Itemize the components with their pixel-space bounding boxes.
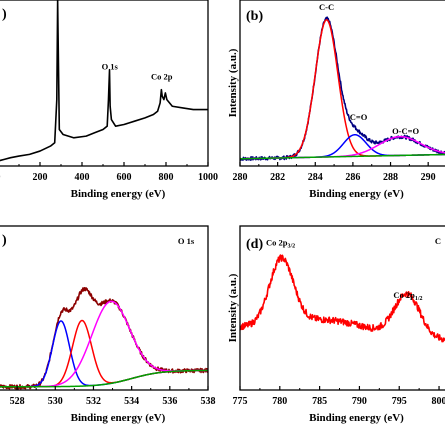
panel-a-frame xyxy=(0,0,209,167)
panel-d-annotation-sub-1: 1/2 xyxy=(415,296,423,302)
panel-d-curves xyxy=(240,254,445,343)
panel-d-xtick-label: 785 xyxy=(312,396,327,407)
panel-b-xtick-label: 286 xyxy=(345,172,360,183)
panel-c-series-1 xyxy=(0,320,208,388)
panel-d-annotation-0: Co 2p3/2 xyxy=(266,238,295,250)
panel-b-series-4 xyxy=(240,153,445,160)
panel-a-curves xyxy=(0,0,208,162)
panel-b-letter: (b) xyxy=(246,9,263,24)
panel-c-xtick-label: 538 xyxy=(201,396,216,407)
panel-a-xtick-label: 0 xyxy=(0,172,1,183)
panel-c-letter: ) xyxy=(2,233,7,248)
panel-d-xtick-label: 775 xyxy=(233,396,248,407)
panel-b-curves xyxy=(240,16,445,161)
panel-b-xtick-label: 282 xyxy=(270,172,285,183)
panel-c-series-3 xyxy=(0,300,208,388)
panel-a-series-0 xyxy=(0,0,208,162)
panel-b-xtick-label: 290 xyxy=(421,172,436,183)
panel-d-letter: (d) xyxy=(246,237,263,252)
panel-c-xtick-label: 528 xyxy=(10,396,25,407)
panel-c-xtick-label: 534 xyxy=(124,396,139,407)
panel-d-title: C xyxy=(435,236,441,246)
panel-d-annotation-sub-0: 3/2 xyxy=(288,244,296,250)
panel-a-xtick-label: 400 xyxy=(75,172,90,183)
panel-d-xtick-label: 790 xyxy=(352,396,367,407)
panel-b-ylabel: Intensity (a.u.) xyxy=(227,48,239,117)
panel-b-annotation-2: O-C=O xyxy=(392,126,419,136)
panel-d-series-0 xyxy=(240,254,445,343)
panel-b-c1s: 280 282 284 286 288 290 Binding energy (eV) Int… xyxy=(227,0,445,200)
panel-d-co2p: 775 780 785 790 795 800 Binding energy (eV) Int… xyxy=(227,225,445,424)
panel-c-series-0 xyxy=(0,286,208,390)
panel-a-xtick-label: 200 xyxy=(33,172,48,183)
panel-a-annotation-1: O 1s xyxy=(102,62,119,72)
panel-a-xlabel: Binding energy (eV) xyxy=(71,188,166,200)
panel-b-frame xyxy=(239,0,445,167)
panel-b-annotation-0: C-C xyxy=(319,2,334,12)
panel-c-o1s: 528 530 532 534 536 538 Binding energy (eV)) O … xyxy=(0,225,216,424)
panel-c-xtick-label: 530 xyxy=(48,396,63,407)
panel-a-xtick-label: 1000 xyxy=(198,172,218,183)
panel-c-xtick-label: 536 xyxy=(162,396,177,407)
panel-b-series-0 xyxy=(240,16,445,161)
panel-a-xtick-label: 800 xyxy=(159,172,174,183)
panel-d-xlabel: Binding energy (eV) xyxy=(309,412,404,424)
panel-b-annotation-1: C=O xyxy=(350,112,368,122)
panel-c-curves xyxy=(0,286,208,390)
panel-c-series-2 xyxy=(0,319,208,388)
panel-b-xtick-label: 284 xyxy=(308,172,323,183)
panel-d-xtick-label: 780 xyxy=(272,396,287,407)
panel-a-survey: 02004006008001000Binding energy (eV))C 1… xyxy=(0,0,218,200)
panel-b-xtick-label: 288 xyxy=(383,172,398,183)
panel-d-xtick-label: 795 xyxy=(392,396,407,407)
panel-b-series-1 xyxy=(240,19,445,160)
panel-d-ylabel: Intensity (a.u.) xyxy=(227,273,239,342)
panel-b-xtick-label: 280 xyxy=(233,172,248,183)
panel-c-xtick-label: 532 xyxy=(86,396,101,407)
panel-c-xlabel: Binding energy (eV) xyxy=(71,412,166,424)
panel-c-frame xyxy=(0,225,209,391)
panel-b-xlabel: Binding energy (eV) xyxy=(309,188,404,200)
panel-d-xtick-label: 800 xyxy=(432,396,445,407)
panel-a-annotation-2: Co 2p xyxy=(151,72,173,82)
panel-c-title: O 1s xyxy=(178,236,195,246)
panel-a-xtick-label: 600 xyxy=(117,172,132,183)
panel-d-frame xyxy=(239,225,445,391)
panel-a-letter: ) xyxy=(2,7,7,22)
panel-c-series-4 xyxy=(0,369,208,388)
